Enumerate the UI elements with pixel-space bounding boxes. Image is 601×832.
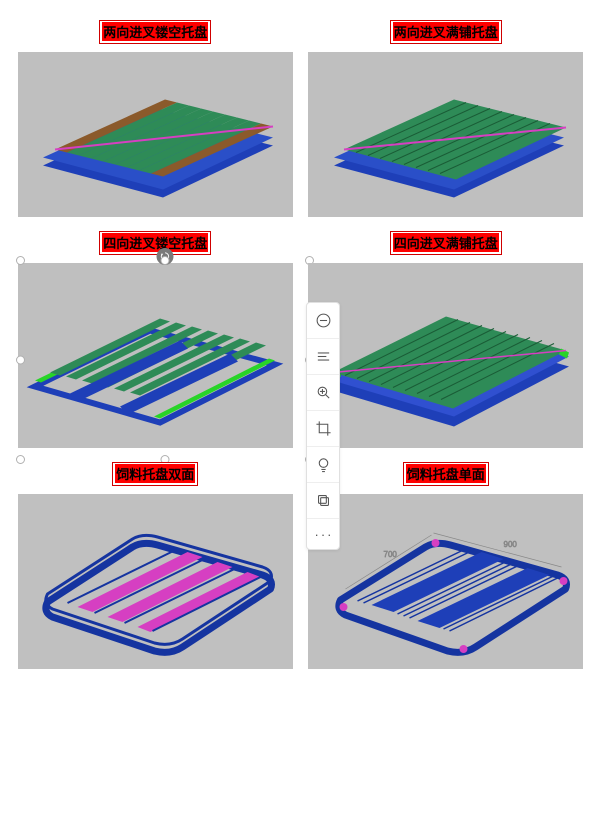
image-two-way-hollow[interactable] bbox=[18, 52, 293, 217]
cell-four-way-full: 四向进叉满铺托盘 bbox=[305, 231, 588, 448]
svg-text:900: 900 bbox=[503, 540, 517, 549]
label-box: 两向进叉满铺托盘 bbox=[390, 20, 502, 44]
tool-zoom-out[interactable] bbox=[307, 303, 339, 339]
cell-four-way-hollow: 四向进叉镂空托盘 bbox=[14, 231, 297, 448]
svg-text:700: 700 bbox=[383, 550, 397, 559]
tool-crop[interactable] bbox=[307, 411, 339, 447]
image-two-way-full[interactable] bbox=[308, 52, 583, 217]
label-text: 两向进叉满铺托盘 bbox=[393, 22, 499, 41]
pallet-render bbox=[25, 57, 285, 212]
tool-zoom-in[interactable] bbox=[307, 375, 339, 411]
image-feed-single[interactable]: 700 900 bbox=[308, 494, 583, 669]
tool-idea-bulb[interactable] bbox=[307, 447, 339, 483]
label-box: 四向进叉镂空托盘 bbox=[99, 231, 211, 255]
label-box: 四向进叉满铺托盘 bbox=[390, 231, 502, 255]
cell-two-way-full: 两向进叉满铺托盘 bbox=[305, 20, 588, 217]
more-icon: ··· bbox=[313, 527, 334, 542]
image-four-way-full[interactable] bbox=[308, 263, 583, 448]
pallet-render bbox=[23, 497, 288, 667]
pallet-render bbox=[311, 268, 581, 443]
label-text: 饲料托盘双面 bbox=[115, 464, 195, 483]
tool-more[interactable]: ··· bbox=[307, 519, 339, 549]
cell-feed-double: 饲料托盘双面 bbox=[14, 462, 297, 669]
label-text: 饲料托盘单面 bbox=[406, 464, 486, 483]
label-box: 饲料托盘单面 bbox=[403, 462, 489, 486]
label-text: 两向进叉镂空托盘 bbox=[102, 22, 208, 41]
cell-feed-single: 饲料托盘单面 700 900 bbox=[305, 462, 588, 669]
pallet-render bbox=[316, 57, 576, 212]
label-box: 两向进叉镂空托盘 bbox=[99, 20, 211, 44]
pallet-render bbox=[20, 268, 290, 443]
label-text: 四向进叉镂空托盘 bbox=[102, 233, 208, 252]
pallet-render: 700 900 bbox=[313, 497, 578, 667]
cell-two-way-hollow: 两向进叉镂空托盘 bbox=[14, 20, 297, 217]
image-feed-double[interactable] bbox=[18, 494, 293, 669]
tool-align-menu[interactable] bbox=[307, 339, 339, 375]
tool-copy[interactable] bbox=[307, 483, 339, 519]
label-box: 饲料托盘双面 bbox=[112, 462, 198, 486]
image-four-way-hollow[interactable] bbox=[18, 263, 293, 448]
image-context-toolbar: ··· bbox=[306, 302, 340, 550]
pallet-grid: 两向进叉镂空托盘 bbox=[0, 0, 601, 689]
label-text: 四向进叉满铺托盘 bbox=[393, 233, 499, 252]
